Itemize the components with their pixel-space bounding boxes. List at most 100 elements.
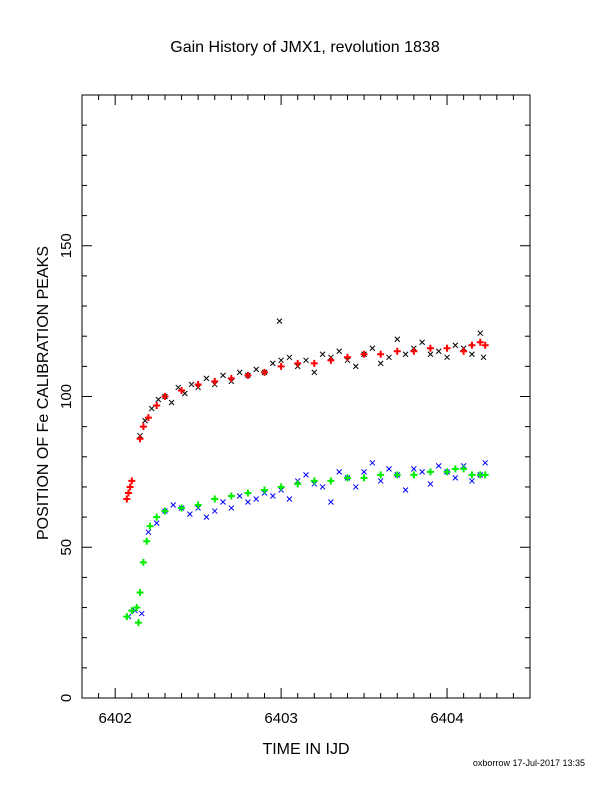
data-point bbox=[244, 489, 252, 497]
plot-frame bbox=[81, 94, 531, 699]
data-point bbox=[278, 357, 284, 364]
data-point bbox=[369, 459, 376, 466]
data-point bbox=[170, 502, 177, 508]
x-axis: 6402 6403 6404 bbox=[81, 95, 531, 727]
data-point bbox=[236, 369, 243, 376]
data-point bbox=[211, 495, 219, 503]
series-1 bbox=[123, 338, 489, 503]
data-point bbox=[253, 366, 260, 373]
x-axis-label: TIME IN IJD bbox=[262, 741, 349, 758]
data-point bbox=[444, 354, 450, 361]
data-point bbox=[133, 604, 141, 612]
data-point bbox=[377, 360, 384, 367]
data-point bbox=[481, 471, 489, 479]
data-point bbox=[277, 483, 285, 491]
data-point bbox=[360, 474, 368, 482]
data-point bbox=[419, 339, 426, 346]
data-point bbox=[319, 484, 326, 490]
data-point bbox=[343, 353, 351, 361]
data-point bbox=[443, 344, 451, 352]
series-2 bbox=[125, 459, 489, 620]
data-point bbox=[476, 338, 484, 346]
data-point bbox=[393, 471, 401, 479]
data-point bbox=[188, 381, 195, 388]
data-point bbox=[369, 345, 376, 352]
data-point bbox=[123, 613, 131, 621]
data-point bbox=[311, 369, 318, 376]
data-point bbox=[294, 480, 302, 488]
series-0 bbox=[137, 318, 487, 439]
data-point bbox=[303, 357, 309, 364]
data-point bbox=[153, 402, 161, 410]
data-point bbox=[203, 375, 210, 382]
data-point bbox=[203, 514, 210, 520]
y-axis-label: POSITION OF Fe CALIBRATION PEAKS bbox=[35, 246, 52, 540]
data-point bbox=[451, 465, 459, 473]
y-axis: 0 50 100 150 bbox=[58, 94, 530, 702]
data-point bbox=[194, 380, 202, 388]
data-point bbox=[139, 558, 147, 566]
data-point bbox=[480, 354, 487, 361]
data-point bbox=[327, 356, 335, 364]
data-point bbox=[261, 486, 269, 494]
data-point bbox=[138, 610, 145, 617]
data-point bbox=[161, 507, 169, 515]
data-point bbox=[352, 484, 359, 490]
data-point bbox=[175, 384, 182, 391]
data-point bbox=[136, 588, 144, 596]
data-point bbox=[161, 393, 169, 400]
y-tick-label: 50 bbox=[58, 539, 75, 556]
data-point bbox=[178, 386, 186, 394]
data-point bbox=[419, 469, 426, 475]
data-point bbox=[145, 529, 152, 536]
data-point bbox=[452, 342, 459, 349]
data-point bbox=[427, 481, 434, 487]
data-point bbox=[124, 489, 132, 497]
data-point bbox=[261, 368, 269, 376]
x-tick-label: 6402 bbox=[98, 710, 131, 727]
data-point bbox=[245, 499, 251, 505]
data-point bbox=[144, 414, 152, 422]
data-point bbox=[286, 354, 293, 361]
data-point bbox=[153, 520, 160, 526]
data-point bbox=[227, 374, 235, 382]
data-point bbox=[310, 359, 318, 367]
data-point bbox=[220, 499, 226, 505]
data-point bbox=[277, 362, 285, 370]
data-points bbox=[123, 318, 489, 627]
data-point bbox=[211, 377, 219, 385]
data-point bbox=[194, 501, 202, 509]
data-point bbox=[377, 478, 384, 484]
data-point bbox=[468, 471, 476, 479]
data-point bbox=[146, 522, 154, 530]
data-point bbox=[460, 347, 468, 355]
data-point bbox=[126, 483, 134, 491]
series-3 bbox=[123, 465, 489, 627]
data-point bbox=[303, 472, 309, 478]
data-point bbox=[460, 465, 468, 473]
data-point bbox=[228, 505, 235, 511]
data-point bbox=[220, 372, 226, 379]
data-point bbox=[143, 537, 151, 545]
data-point bbox=[443, 468, 451, 476]
data-point bbox=[482, 459, 489, 466]
data-point bbox=[469, 478, 475, 484]
data-point bbox=[386, 466, 392, 472]
data-point bbox=[155, 396, 162, 403]
data-point bbox=[142, 417, 148, 424]
y-tick-label: 100 bbox=[58, 384, 75, 409]
data-point bbox=[468, 341, 476, 349]
data-point bbox=[286, 496, 293, 502]
data-point bbox=[386, 354, 392, 361]
data-point bbox=[178, 504, 186, 512]
data-point bbox=[310, 477, 318, 485]
x-tick-label: 6404 bbox=[430, 710, 463, 727]
footer-credit: oxborrow 17-Jul-2017 13:35 bbox=[473, 758, 585, 768]
data-point bbox=[294, 359, 302, 367]
data-point bbox=[148, 405, 155, 412]
data-point bbox=[227, 492, 235, 500]
data-point bbox=[394, 336, 401, 343]
data-point bbox=[410, 347, 418, 355]
chart-title: Gain History of JMX1, revolution 1838 bbox=[170, 39, 440, 56]
